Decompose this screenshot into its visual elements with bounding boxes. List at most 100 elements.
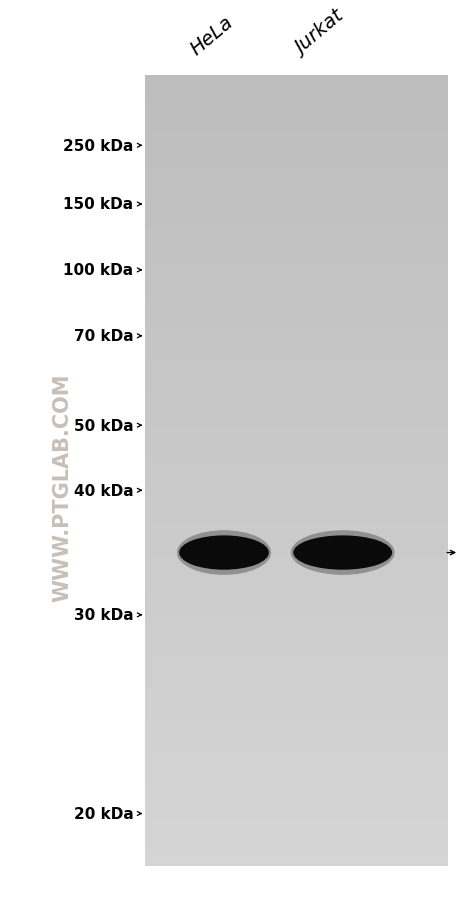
- Bar: [145, 226, 448, 231]
- Bar: [145, 526, 448, 530]
- Bar: [145, 317, 448, 321]
- Bar: [145, 352, 448, 357]
- Bar: [145, 549, 448, 554]
- Bar: [145, 597, 448, 602]
- Ellipse shape: [293, 536, 391, 570]
- Bar: [145, 833, 448, 838]
- Bar: [145, 707, 448, 712]
- Text: 100 kDa: 100 kDa: [63, 263, 133, 278]
- Bar: [145, 471, 448, 475]
- Bar: [145, 494, 448, 499]
- Bar: [145, 529, 448, 534]
- Text: 20 kDa: 20 kDa: [73, 806, 133, 821]
- Bar: [145, 546, 448, 550]
- Bar: [145, 391, 448, 396]
- Bar: [145, 541, 448, 547]
- Bar: [145, 380, 448, 384]
- Bar: [145, 242, 448, 246]
- Bar: [145, 245, 448, 250]
- Bar: [145, 187, 448, 191]
- Bar: [145, 289, 448, 294]
- Bar: [145, 810, 448, 815]
- Bar: [145, 747, 448, 751]
- Bar: [145, 565, 448, 570]
- Bar: [145, 853, 448, 858]
- Bar: [145, 754, 448, 759]
- Bar: [145, 214, 448, 218]
- Bar: [145, 458, 448, 464]
- Bar: [145, 368, 448, 373]
- Text: 70 kDa: 70 kDa: [73, 329, 133, 344]
- Bar: [145, 257, 448, 262]
- Bar: [145, 87, 448, 93]
- Bar: [145, 466, 448, 471]
- Text: 50 kDa: 50 kDa: [73, 419, 133, 433]
- Bar: [145, 99, 448, 105]
- Bar: [145, 774, 448, 779]
- Bar: [145, 612, 448, 617]
- Bar: [145, 356, 448, 361]
- Bar: [145, 830, 448, 834]
- Bar: [145, 388, 448, 392]
- Bar: [145, 699, 448, 704]
- Bar: [145, 427, 448, 432]
- Bar: [145, 431, 448, 436]
- Bar: [145, 262, 448, 266]
- Bar: [145, 325, 448, 329]
- Bar: [145, 786, 448, 791]
- Bar: [145, 217, 448, 223]
- Bar: [145, 313, 448, 318]
- Bar: [145, 759, 448, 763]
- Bar: [145, 127, 448, 132]
- Bar: [145, 474, 448, 479]
- Bar: [145, 687, 448, 693]
- Bar: [145, 308, 448, 314]
- Bar: [145, 111, 448, 116]
- Bar: [145, 490, 448, 495]
- Bar: [145, 269, 448, 274]
- Bar: [145, 151, 448, 155]
- Bar: [145, 601, 448, 605]
- Bar: [145, 237, 448, 243]
- Bar: [145, 198, 448, 203]
- Bar: [145, 660, 448, 665]
- Text: 150 kDa: 150 kDa: [63, 198, 133, 212]
- Bar: [145, 115, 448, 120]
- Bar: [145, 636, 448, 641]
- Bar: [145, 76, 448, 80]
- Bar: [145, 817, 448, 823]
- Bar: [145, 139, 448, 143]
- Bar: [145, 676, 448, 680]
- Bar: [145, 408, 448, 412]
- Bar: [145, 360, 448, 364]
- Bar: [145, 691, 448, 696]
- Bar: [145, 463, 448, 467]
- Ellipse shape: [290, 530, 394, 575]
- Bar: [145, 170, 448, 175]
- Bar: [145, 790, 448, 795]
- Bar: [145, 652, 448, 657]
- Bar: [145, 190, 448, 195]
- Bar: [145, 486, 448, 491]
- Bar: [145, 438, 448, 444]
- Bar: [145, 293, 448, 298]
- Bar: [145, 415, 448, 420]
- Bar: [145, 336, 448, 341]
- Text: 250 kDa: 250 kDa: [63, 139, 133, 153]
- Bar: [145, 348, 448, 353]
- Bar: [145, 667, 448, 673]
- Text: WWW.PTGLAB.COM: WWW.PTGLAB.COM: [52, 373, 72, 602]
- Bar: [145, 711, 448, 716]
- Bar: [145, 837, 448, 842]
- Bar: [145, 518, 448, 522]
- Bar: [145, 825, 448, 831]
- Bar: [145, 281, 448, 286]
- Bar: [145, 234, 448, 238]
- Bar: [145, 419, 448, 424]
- Bar: [145, 104, 448, 108]
- Bar: [145, 684, 448, 688]
- Ellipse shape: [177, 530, 270, 575]
- Bar: [145, 345, 448, 349]
- Bar: [145, 510, 448, 515]
- Bar: [145, 805, 448, 811]
